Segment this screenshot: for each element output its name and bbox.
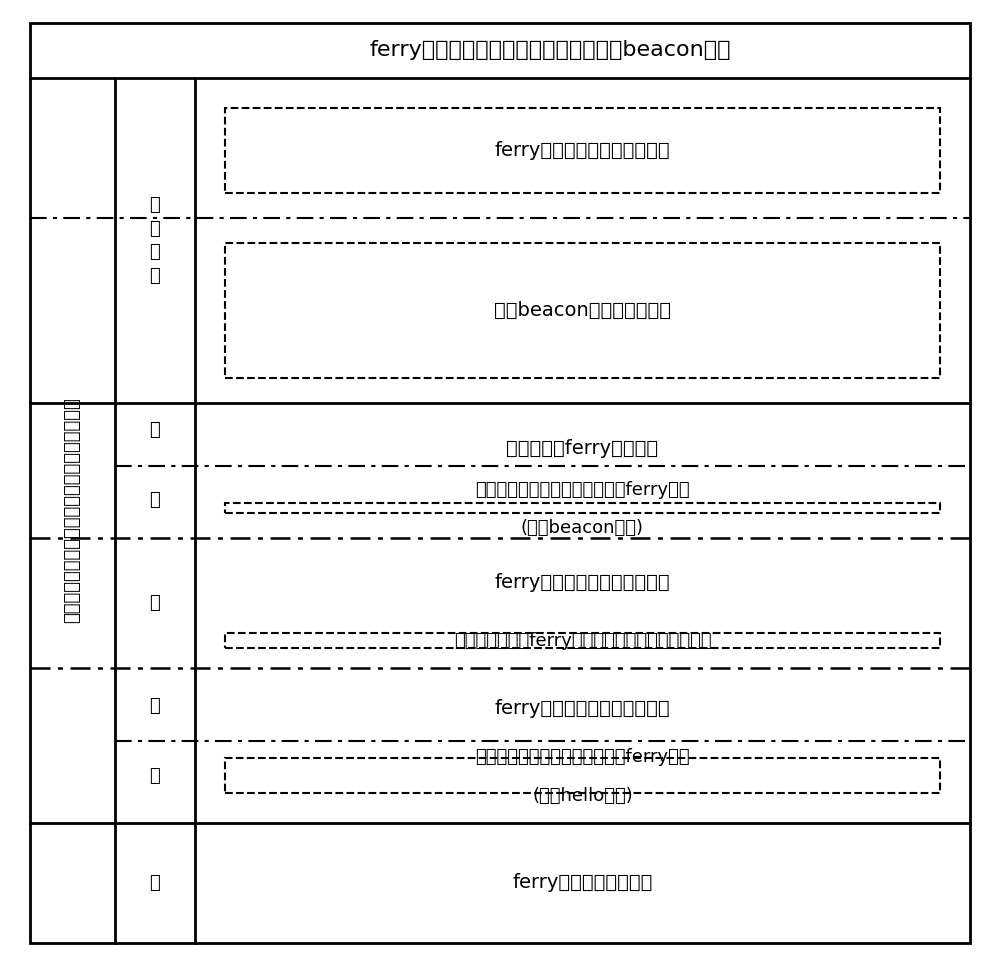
Text: 段: 段	[150, 874, 160, 892]
Text: 传: 传	[150, 594, 160, 612]
Text: 无数据发送的普通节点主动联系ferry节点: 无数据发送的普通节点主动联系ferry节点	[475, 481, 690, 499]
Text: 基于消息摆渡的机会网络全覆盖低时延路由方法: 基于消息摆渡的机会网络全覆盖低时延路由方法	[64, 398, 82, 623]
Text: ferry节点返回固定路线: ferry节点返回固定路线	[512, 873, 653, 892]
Text: ferry节点主动向普通节点运动: ferry节点主动向普通节点运动	[495, 573, 670, 592]
Text: (收到hello消息): (收到hello消息)	[532, 786, 633, 804]
Bar	[225, 503, 940, 513]
Text: ferry节点通信半径自适应调整: ferry节点通信半径自适应调整	[495, 141, 670, 160]
Text: 删除beacon消息的位置字段: 删除beacon消息的位置字段	[494, 301, 671, 320]
Bar	[225, 243, 940, 378]
Text: 无数据发送的普通节点主动联系ferry节点: 无数据发送的普通节点主动联系ferry节点	[475, 748, 690, 767]
Text: 普通节点与ferry节点联系: 普通节点与ferry节点联系	[506, 439, 659, 458]
Text: 阶: 阶	[150, 767, 160, 784]
Text: 输: 输	[150, 697, 160, 714]
Bar	[225, 758, 940, 793]
Text: ferry节点与普通节点交换数据: ferry节点与普通节点交换数据	[495, 699, 670, 717]
Text: ferry节点沿固定路线运动并周期性广播beacon消息: ferry节点沿固定路线运动并周期性广播beacon消息	[369, 41, 731, 60]
Bar	[225, 108, 940, 193]
Bar	[225, 633, 940, 648]
Text: 面向最多节点的ferry节点主动运动路径自适应选择: 面向最多节点的ferry节点主动运动路径自适应选择	[454, 631, 711, 650]
Text: 据: 据	[150, 492, 160, 509]
Text: (收到beacon消息): (收到beacon消息)	[521, 519, 644, 537]
Text: 数: 数	[150, 421, 160, 439]
Text: 空
闲
阶
段: 空 闲 阶 段	[150, 197, 160, 285]
